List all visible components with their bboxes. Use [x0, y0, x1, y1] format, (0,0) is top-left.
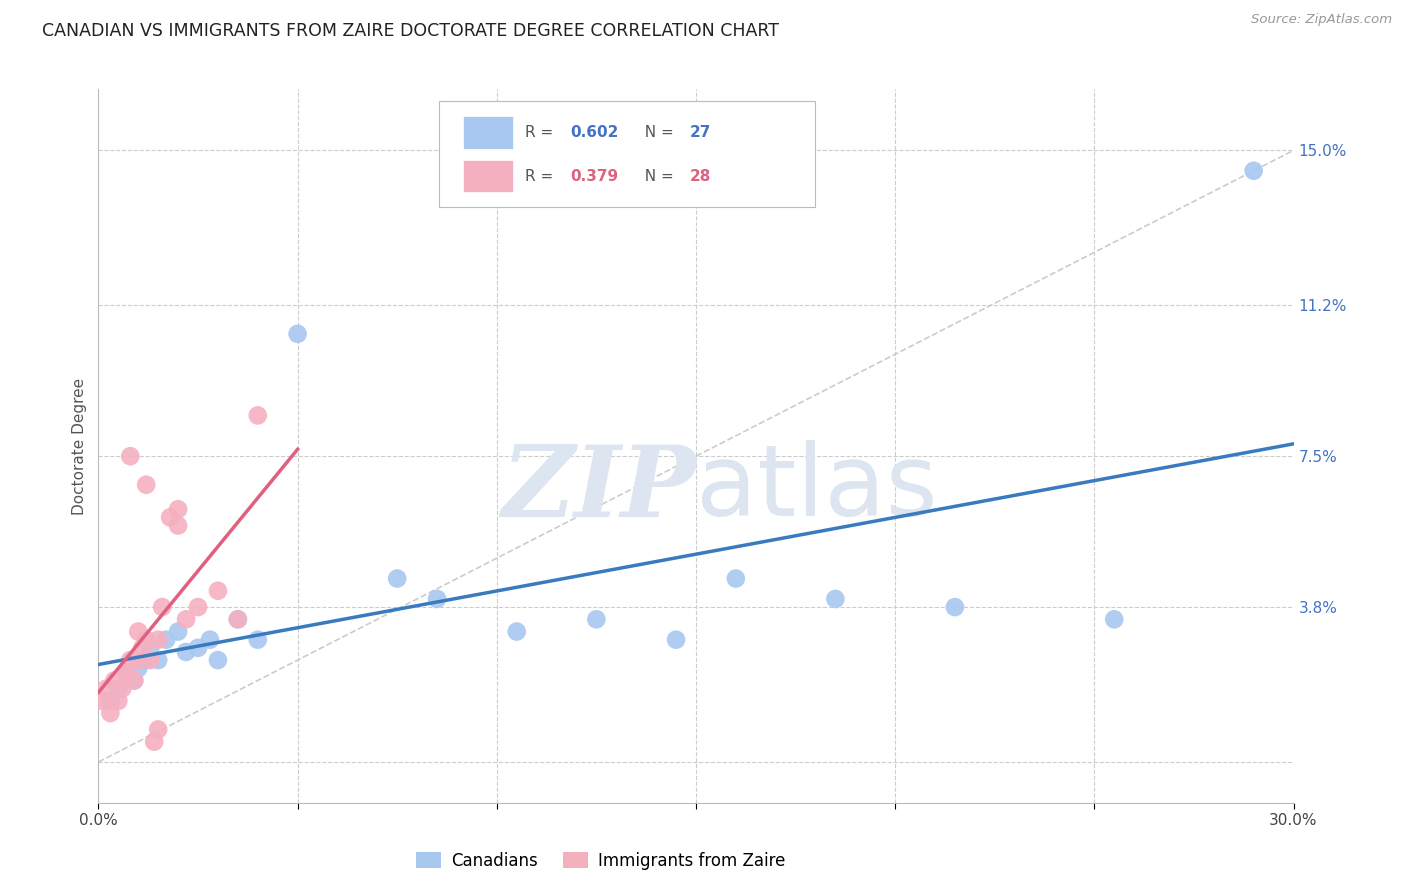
Point — [143, 734, 166, 748]
Point — [207, 583, 229, 598]
Text: Source: ZipAtlas.com: Source: ZipAtlas.com — [1251, 13, 1392, 27]
Legend: Canadians, Immigrants from Zaire: Canadians, Immigrants from Zaire — [409, 846, 792, 877]
Point — [135, 632, 157, 647]
FancyBboxPatch shape — [439, 102, 815, 207]
Point — [155, 632, 177, 647]
Point — [148, 632, 170, 647]
Point — [127, 624, 149, 639]
Point — [135, 653, 157, 667]
Point — [226, 612, 249, 626]
Point — [174, 645, 197, 659]
FancyBboxPatch shape — [463, 160, 513, 193]
Text: R =: R = — [524, 169, 558, 184]
Text: N =: N = — [636, 125, 679, 140]
Text: CANADIAN VS IMMIGRANTS FROM ZAIRE DOCTORATE DEGREE CORRELATION CHART: CANADIAN VS IMMIGRANTS FROM ZAIRE DOCTOR… — [42, 22, 779, 40]
Point — [127, 661, 149, 675]
Point — [91, 694, 114, 708]
Point — [148, 653, 170, 667]
Point — [135, 477, 157, 491]
Text: 0.379: 0.379 — [571, 169, 619, 184]
Point — [98, 706, 122, 720]
Point — [167, 624, 190, 639]
Point — [96, 681, 118, 696]
Point — [111, 681, 134, 696]
FancyBboxPatch shape — [463, 116, 513, 149]
Point — [187, 640, 209, 655]
Text: atlas: atlas — [696, 441, 938, 537]
Point — [107, 681, 129, 696]
Point — [246, 632, 269, 647]
Point — [226, 612, 249, 626]
Point — [385, 572, 409, 586]
Point — [167, 518, 190, 533]
Point — [103, 673, 125, 688]
Text: 0.602: 0.602 — [571, 125, 619, 140]
Point — [824, 591, 846, 606]
Text: 27: 27 — [690, 125, 711, 140]
Point — [724, 572, 747, 586]
Point — [131, 640, 153, 655]
Point — [124, 673, 146, 688]
Point — [174, 612, 197, 626]
Y-axis label: Doctorate Degree: Doctorate Degree — [72, 377, 87, 515]
Point — [98, 694, 122, 708]
Point — [139, 640, 162, 655]
Point — [139, 653, 162, 667]
Point — [120, 449, 142, 463]
Point — [115, 665, 138, 680]
Point — [198, 632, 221, 647]
Point — [246, 409, 269, 423]
Point — [107, 694, 129, 708]
Point — [426, 591, 449, 606]
Point — [115, 665, 138, 680]
Point — [150, 600, 173, 615]
Point — [585, 612, 607, 626]
Text: 28: 28 — [690, 169, 711, 184]
Point — [943, 600, 966, 615]
Text: N =: N = — [636, 169, 679, 184]
Point — [124, 673, 146, 688]
Point — [148, 723, 170, 737]
Point — [506, 624, 529, 639]
Point — [1104, 612, 1126, 626]
Point — [665, 632, 688, 647]
Point — [159, 510, 181, 524]
Point — [120, 653, 142, 667]
Text: ZIP: ZIP — [501, 441, 696, 537]
Point — [207, 653, 229, 667]
Point — [187, 600, 209, 615]
Point — [1243, 163, 1265, 178]
Point — [167, 502, 190, 516]
Text: R =: R = — [524, 125, 558, 140]
Point — [287, 326, 309, 341]
Point — [127, 653, 149, 667]
